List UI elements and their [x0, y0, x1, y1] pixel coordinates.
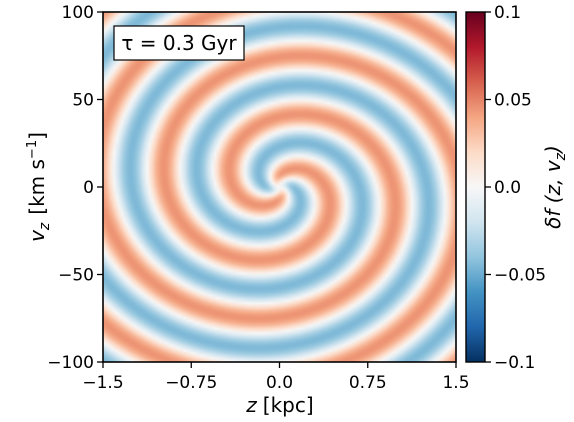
annotation-text: τ = 0.3 Gyr: [121, 31, 237, 55]
colorbar-tick-label: 0.1: [494, 3, 521, 23]
colorbar: [465, 11, 486, 363]
y-tick-label: 100: [62, 3, 94, 23]
x-tick-label: 0.75: [349, 373, 387, 393]
x-tick-label: −1.5: [82, 373, 123, 393]
x-tick-label: 1.5: [442, 373, 469, 393]
colorbar-ticks: −0.1 −0.05 0.0 0.05 0.1: [485, 3, 546, 373]
y-axis-ticks: −100 −50 0 50 100: [47, 3, 103, 373]
y-axis-label: vz[km s−1]: [25, 132, 53, 242]
colorbar-tick-label: 0.05: [494, 91, 532, 111]
x-tick-label: −0.75: [165, 373, 217, 393]
colorbar-tick-label: −0.1: [494, 353, 535, 373]
colorbar-tick-label: 0.0: [494, 178, 521, 198]
x-axis-label: z [kpc]: [245, 393, 313, 417]
heatmap-image: [103, 12, 456, 362]
colorbar-label: δf (z, vz): [541, 145, 569, 229]
y-tick-label: 50: [72, 91, 94, 111]
y-tick-label: −100: [47, 353, 94, 373]
colorbar-tick-label: −0.05: [494, 266, 546, 286]
x-axis-ticks: −1.5 −0.75 0.0 0.75 1.5: [82, 362, 470, 393]
x-tick-label: 0.0: [266, 373, 293, 393]
y-tick-label: −50: [58, 266, 94, 286]
y-tick-label: 0: [83, 178, 94, 198]
annotation-box: τ = 0.3 Gyr: [113, 25, 245, 61]
